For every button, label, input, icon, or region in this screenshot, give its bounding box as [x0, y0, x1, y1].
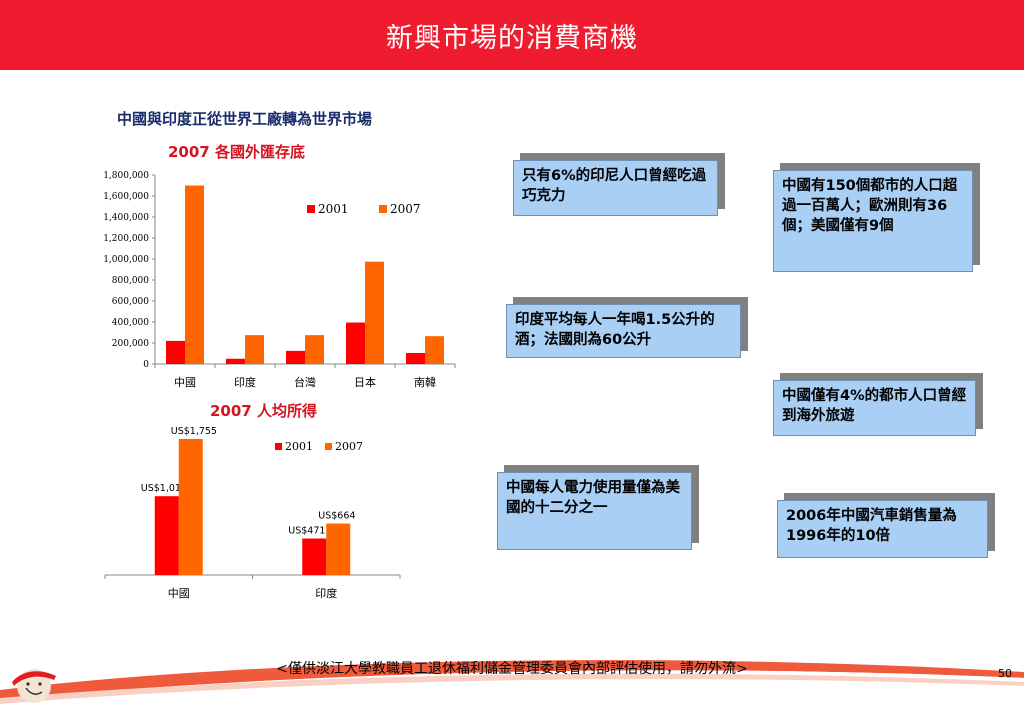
bar-2007-4 [425, 336, 444, 364]
bar-2007-3 [365, 261, 384, 364]
footer-note: <僅供淡江大學教職員工退休福利儲金管理委員會內部評估使用，請勿外流> [276, 661, 748, 677]
main-heading: 中國與印度正從世界工廠轉為世界市場 [117, 110, 373, 128]
y-tick-label: 1,800,000 [103, 171, 149, 181]
bar-2007-0 [185, 185, 204, 364]
chart2-title: 2007 人均所得 [210, 402, 317, 420]
callout-text: 中國每人電力使用量僅為美國的十二分之一 [497, 472, 692, 550]
legend-label-2001: 2001 [318, 202, 349, 216]
bar-2007-1 [326, 523, 351, 575]
data-label-2001-1: US$471 [288, 526, 325, 537]
callout-china-travel: 中國僅有4%的都市人口曾經到海外旅遊 [773, 373, 983, 436]
callout-text: 只有6%的印尼人口曾經吃過巧克力 [513, 160, 718, 216]
legend-swatch-2001 [307, 205, 315, 213]
per-capita-income-chart: US$1,017 US$1,755 中國 US$471 US$664 印度 2001 2007 [104, 426, 401, 600]
x-tick-label: 印度 [234, 375, 256, 389]
legend-label-2001: 2001 [285, 440, 313, 453]
callout-text: 中國有150個都市的人口超過一百萬人；歐洲則有36個；美國僅有9個 [773, 170, 973, 272]
bar-2007-0 [178, 439, 203, 575]
y-tick-label: 0 [143, 360, 149, 370]
legend-label-2007: 2007 [390, 202, 421, 216]
y-tick-label: 600,000 [112, 297, 149, 307]
bar-2001-4 [406, 352, 425, 364]
bar-2001-0 [166, 340, 185, 364]
legend-swatch-2001 [275, 443, 282, 450]
data-label-2007-0: US$1,755 [171, 426, 217, 437]
callout-china-cities: 中國有150個都市的人口超過一百萬人；歐洲則有36個；美國僅有9個 [773, 163, 980, 272]
x-tick-label: 中國 [168, 587, 190, 600]
page-number: 50 [998, 667, 1012, 680]
title-bar: 新興市場的消費商機 [0, 0, 1024, 70]
y-tick-label: 200,000 [112, 339, 149, 349]
legend-swatch-2007 [325, 443, 332, 450]
bar-2007-2 [305, 335, 324, 364]
y-tick-label: 400,000 [112, 318, 149, 328]
y-tick-label: 800,000 [112, 276, 149, 286]
x-tick-label: 南韓 [414, 376, 436, 389]
legend-label-2007: 2007 [335, 440, 363, 453]
bar-2001-3 [346, 322, 365, 364]
callout-text: 中國僅有4%的都市人口曾經到海外旅遊 [773, 380, 976, 436]
bar-2001-0 [154, 496, 179, 575]
forex-reserve-chart: 0 200,000 400,000 600,000 800,000 1,000,000 1,… [103, 171, 456, 389]
y-tick-label: 1,600,000 [103, 192, 149, 202]
callout-text: 2006年中國汽車銷售量為1996年的10倍 [777, 500, 988, 558]
bar-2001-1 [302, 538, 327, 575]
data-label-2007-1: US$664 [318, 511, 355, 522]
y-tick-label: 1,000,000 [103, 255, 149, 265]
y-tick-label: 1,200,000 [103, 234, 149, 244]
callout-text: 印度平均每人一年喝1.5公升的酒；法國則為60公升 [506, 304, 741, 358]
callout-china-auto-sales: 2006年中國汽車銷售量為1996年的10倍 [777, 493, 995, 558]
callout-china-electricity: 中國每人電力使用量僅為美國的十二分之一 [497, 465, 699, 550]
company-logo [12, 669, 56, 703]
bar-2001-2 [286, 350, 305, 364]
x-tick-label: 印度 [315, 586, 337, 600]
x-tick-label: 中國 [174, 376, 196, 389]
bar-2001-1 [226, 358, 245, 364]
chart1-title: 2007 各國外匯存底 [168, 143, 305, 161]
x-tick-label: 台灣 [294, 375, 316, 389]
footer-swoosh [0, 660, 1024, 709]
legend-swatch-2007 [379, 205, 387, 213]
y-tick-label: 1,400,000 [103, 213, 149, 223]
callout-india-alcohol: 印度平均每人一年喝1.5公升的酒；法國則為60公升 [506, 297, 748, 358]
data-label-2001-0: US$1,017 [141, 483, 187, 494]
bar-2007-1 [245, 335, 264, 364]
callout-indonesia-chocolate: 只有6%的印尼人口曾經吃過巧克力 [513, 153, 725, 216]
slide-title: 新興市場的消費商機 [386, 23, 638, 54]
x-tick-label: 日本 [354, 375, 376, 389]
